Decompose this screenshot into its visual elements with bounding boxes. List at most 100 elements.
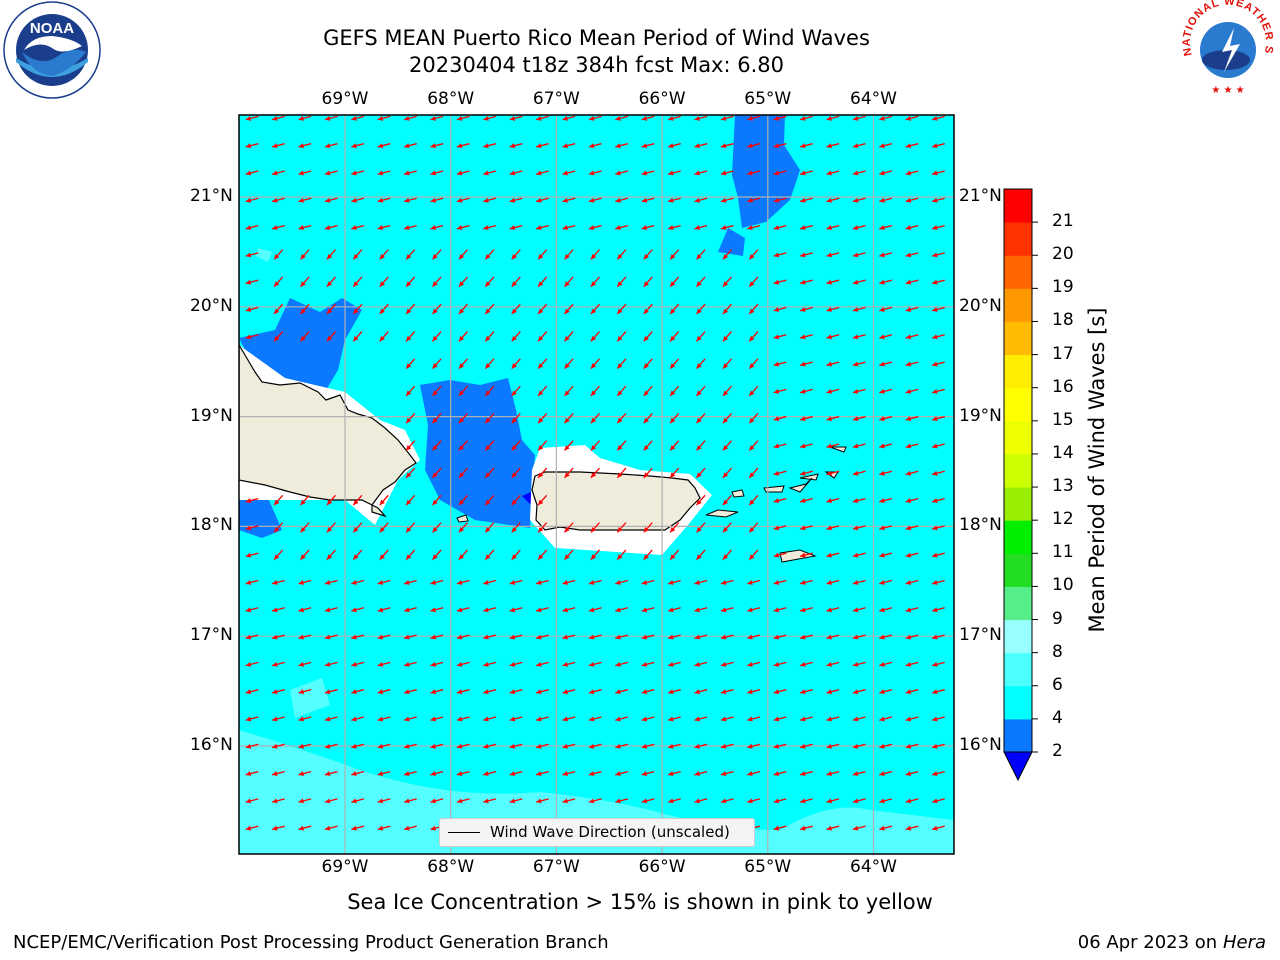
wave-arrow-head (536, 225, 542, 230)
wave-arrow-head (800, 498, 806, 503)
wave-arrow-head (800, 716, 806, 722)
wave-arrow-head (852, 689, 859, 695)
wave-arrow-head (298, 143, 304, 149)
wave-arrow-head (932, 743, 938, 749)
wave-arrow-head (615, 716, 621, 722)
wave-arrow-head (272, 580, 278, 585)
wave-arrow-head (351, 661, 357, 667)
wave-arrow-head (564, 526, 570, 533)
wave-arrow-head (696, 526, 702, 533)
wave-arrow-head (588, 197, 595, 203)
wave-arrow-head (485, 390, 491, 396)
wave-arrow-head (511, 417, 517, 424)
wave-arrow-head (588, 716, 595, 722)
map-legend: Wind Wave Direction (unscaled) (439, 818, 755, 847)
wave-arrow-head (643, 253, 649, 260)
ocean-under-2s-area (522, 492, 531, 505)
wave-arrow-head (483, 580, 489, 585)
wave-arrow-head (773, 498, 780, 503)
wave-arrow-head (536, 197, 542, 203)
wave-arrow-head (458, 554, 465, 560)
wave-arrow-head (879, 443, 885, 449)
wave-arrow-head (800, 607, 806, 613)
wave-arrow-head (932, 361, 938, 367)
wave-arrow-head (430, 634, 436, 640)
wave-arrow-head (564, 417, 570, 424)
wave-arrow-head (852, 607, 859, 613)
wave-arrow-head (694, 143, 700, 149)
wave-arrow-head (536, 798, 542, 804)
wave-arrow-head (932, 825, 938, 831)
wave-arrow-head (485, 363, 491, 369)
wave-arrow-head (430, 661, 436, 667)
wave-arrow-head (615, 771, 621, 776)
wave-arrow-head (615, 743, 621, 749)
wave-arrow-head (800, 825, 806, 831)
wave-arrow-head (641, 798, 648, 804)
wave-arrow-head (852, 825, 859, 831)
wave-arrow-head (590, 445, 597, 451)
wave-arrow-head (377, 661, 384, 667)
wave-arrow-head (641, 661, 648, 667)
wave-arrow-head (538, 526, 544, 533)
wave-arrow-head (564, 445, 570, 451)
wave-arrow-head (852, 443, 859, 449)
wave-arrow-head (722, 526, 729, 533)
wave-arrow-head (720, 716, 727, 722)
wave-arrow-head (852, 416, 859, 422)
wave-arrow-head (800, 661, 806, 667)
wave-arrow-head (483, 771, 489, 776)
wave-arrow-head (617, 554, 623, 560)
wave-arrow-head (747, 225, 753, 230)
hispaniola-land (239, 343, 417, 518)
wave-arrow-head (694, 580, 700, 585)
wave-arrow-head (773, 143, 780, 149)
colorbar-tick-label: 13 (1052, 476, 1074, 497)
wave-arrow-head (932, 252, 938, 258)
wave-arrow-head (432, 526, 438, 533)
wave-arrow-head (800, 307, 806, 312)
wave-arrow-head (353, 308, 359, 314)
wave-arrow-head (879, 334, 885, 340)
lat-label-left: 20°N (190, 295, 233, 316)
wave-arrow-head (458, 499, 465, 506)
wave-arrow-head (617, 526, 623, 533)
wave-arrow-head (696, 554, 702, 560)
wave-arrow-head (483, 689, 489, 695)
wave-arrow-head (696, 335, 702, 342)
wave-arrow-head (773, 771, 780, 776)
wave-arrow-head (509, 197, 516, 203)
wave-arrow-head (456, 607, 463, 613)
wave-arrow-head (562, 115, 568, 121)
wave-arrow-head (432, 308, 438, 314)
wave-arrow-head (536, 634, 542, 640)
wave-arrow-head (298, 716, 304, 722)
wave-arrow-head (404, 115, 410, 121)
wave-arrow-head (483, 798, 489, 804)
wave-arrow-head (377, 716, 384, 722)
wave-arrow-head (694, 225, 700, 230)
ocean-2-4s-area (239, 115, 800, 538)
wave-arrow-head (852, 552, 859, 558)
wave-arrow-head (562, 197, 568, 203)
wave-arrow-head (720, 661, 727, 667)
lat-label-right: 16°N (959, 735, 1002, 755)
wave-arrow-head (694, 689, 700, 695)
wave-arrow-head (511, 390, 517, 396)
wave-arrow-head (562, 798, 568, 804)
wave-arrow-head (773, 225, 780, 230)
nws-logo: NATIONAL WEATHER SERVICE ★ ★ ★ (1178, 0, 1274, 96)
wave-arrow-head (351, 580, 357, 585)
wave-arrow-head (615, 634, 621, 640)
wave-arrow-head (932, 197, 938, 203)
wave-arrow-head (720, 689, 727, 695)
wave-arrow-head (377, 743, 384, 749)
wave-arrow-head (670, 281, 676, 287)
wave-arrow-head (879, 197, 885, 203)
wave-arrow-head (905, 743, 912, 749)
wave-arrow-head (826, 689, 832, 695)
wave-arrow-head (749, 253, 755, 260)
wave-arrow-head (879, 580, 885, 585)
wave-arrow-head (800, 580, 806, 585)
wave-arrow-head (590, 335, 597, 342)
